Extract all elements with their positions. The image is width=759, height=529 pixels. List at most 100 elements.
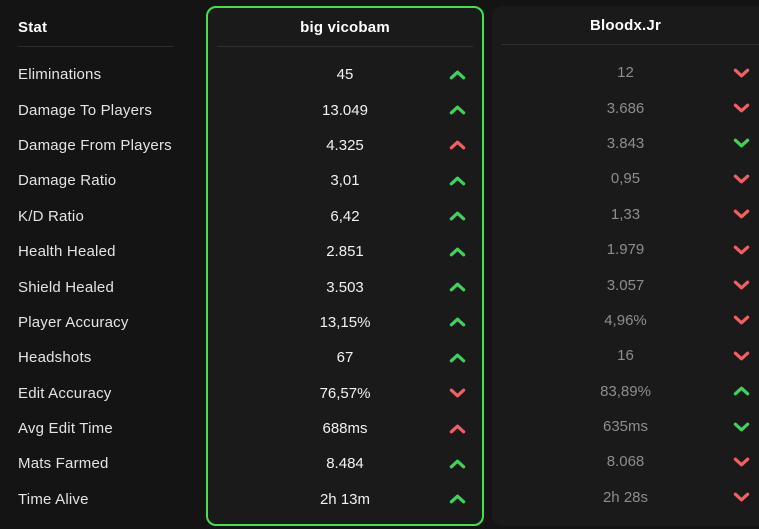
player2-value-row: 1,33 bbox=[492, 197, 759, 232]
player1-value-row: 2h 13m bbox=[208, 482, 482, 517]
player1-value: 67 bbox=[336, 349, 354, 367]
player2-name[interactable]: Bloodx.Jr bbox=[590, 16, 661, 34]
player1-value: 8.484 bbox=[326, 455, 364, 473]
caret-up-icon bbox=[449, 352, 466, 363]
player1-value-row: 45 bbox=[208, 57, 482, 92]
header-divider bbox=[18, 46, 173, 47]
caret-up-icon bbox=[449, 458, 466, 469]
player1-value-row: 3,01 bbox=[208, 163, 482, 198]
player2-value: 83,89% bbox=[600, 382, 651, 400]
player2-value: 3.843 bbox=[606, 134, 645, 152]
caret-down-icon bbox=[733, 350, 750, 361]
player1-card: big vicobam 45 13.049 4.325 3,01 6,42 2.851 3.… bbox=[206, 6, 484, 526]
player2-value-row: 83,89% bbox=[492, 374, 759, 409]
caret-down-icon bbox=[449, 388, 466, 399]
player2-value: 1,33 bbox=[610, 205, 641, 223]
player2-value-row: 3.843 bbox=[492, 126, 759, 161]
player2-value-row: 3.057 bbox=[492, 267, 759, 302]
player2-value: 635ms bbox=[602, 418, 649, 436]
player2-value: 16 bbox=[617, 347, 634, 365]
header-divider bbox=[217, 46, 473, 47]
player2-value: 3.057 bbox=[606, 276, 645, 294]
player1-value-row: 76,57% bbox=[208, 376, 482, 411]
caret-up-icon bbox=[449, 140, 466, 151]
player1-value-row: 6,42 bbox=[208, 199, 482, 234]
player2-value-row: 16 bbox=[492, 338, 759, 373]
player1-value: 2h 13m bbox=[319, 490, 371, 508]
stat-row: Avg Edit Time bbox=[18, 420, 113, 438]
player1-value-row: 3.503 bbox=[208, 269, 482, 304]
stat-column-header: Stat bbox=[18, 18, 48, 36]
player1-value-row: 13.049 bbox=[208, 92, 482, 127]
stat-row: Headshots bbox=[18, 349, 92, 367]
header-divider bbox=[501, 44, 759, 45]
stat-row: Damage From Players bbox=[18, 136, 172, 154]
player1-value-row: 688ms bbox=[208, 411, 482, 446]
player1-value: 76,57% bbox=[319, 384, 371, 402]
caret-up-icon bbox=[449, 69, 466, 80]
caret-down-icon bbox=[733, 138, 750, 149]
caret-down-icon bbox=[733, 315, 750, 326]
player1-value: 13,15% bbox=[319, 313, 371, 331]
player1-value: 45 bbox=[336, 66, 354, 84]
player1-value: 688ms bbox=[322, 420, 368, 438]
stat-row: Player Accuracy bbox=[18, 313, 129, 331]
player1-value: 2.851 bbox=[326, 243, 364, 261]
stat-row: Damage To Players bbox=[18, 101, 153, 119]
caret-up-icon bbox=[449, 105, 466, 116]
player2-value-row: 4,96% bbox=[492, 303, 759, 338]
player1-value: 3,01 bbox=[330, 172, 360, 190]
caret-up-icon bbox=[449, 282, 466, 293]
stat-row: Edit Accuracy bbox=[18, 384, 112, 402]
player1-rows: 45 13.049 4.325 3,01 6,42 2.851 3.503 13,15% 67 7… bbox=[208, 47, 482, 517]
player2-value: 4,96% bbox=[604, 311, 647, 329]
player2-value-row: 3.686 bbox=[492, 90, 759, 125]
player1-value-row: 2.851 bbox=[208, 234, 482, 269]
caret-down-icon bbox=[733, 492, 750, 503]
stat-row: Mats Farmed bbox=[18, 455, 109, 473]
player2-value: 12 bbox=[617, 64, 634, 82]
stat-row: Shield Healed bbox=[18, 278, 114, 296]
player2-card: Bloodx.Jr 12 3.686 3.843 0,95 1,33 1.979 3.057… bbox=[492, 6, 759, 526]
player1-value: 3.503 bbox=[326, 278, 364, 296]
caret-up-icon bbox=[449, 423, 466, 434]
player1-value-row: 13,15% bbox=[208, 305, 482, 340]
player1-value-row: 4.325 bbox=[208, 128, 482, 163]
stat-rows: Eliminations Damage To Players Damage From… bbox=[0, 47, 202, 517]
caret-down-icon bbox=[733, 421, 750, 432]
player1-value-row: 8.484 bbox=[208, 446, 482, 481]
caret-up-icon bbox=[449, 211, 466, 222]
player2-value-row: 8.068 bbox=[492, 444, 759, 479]
caret-down-icon bbox=[733, 173, 750, 184]
stat-row: K/D Ratio bbox=[18, 207, 84, 225]
caret-down-icon bbox=[733, 209, 750, 220]
caret-up-icon bbox=[449, 494, 466, 505]
player1-value: 13.049 bbox=[322, 101, 368, 119]
player2-value: 1.979 bbox=[606, 241, 645, 259]
caret-down-icon bbox=[733, 103, 750, 114]
stat-column: Stat Eliminations Damage To Players Damage… bbox=[0, 6, 202, 526]
player1-value-row: 67 bbox=[208, 340, 482, 375]
stat-row: Eliminations bbox=[18, 66, 102, 84]
stat-row: Damage Ratio bbox=[18, 172, 117, 190]
player2-value: 3.686 bbox=[606, 99, 645, 117]
player2-value-row: 635ms bbox=[492, 409, 759, 444]
stat-row: Time Alive bbox=[18, 490, 89, 508]
caret-down-icon bbox=[733, 67, 750, 78]
player2-value: 8.068 bbox=[606, 453, 645, 471]
stat-row: Health Healed bbox=[18, 243, 116, 261]
player1-value: 4.325 bbox=[326, 136, 364, 154]
player1-name[interactable]: big vicobam bbox=[300, 18, 390, 36]
caret-down-icon bbox=[733, 244, 750, 255]
player2-value-row: 0,95 bbox=[492, 161, 759, 196]
player2-value: 2h 28s bbox=[602, 488, 649, 506]
player2-value-row: 12 bbox=[492, 55, 759, 90]
caret-down-icon bbox=[733, 456, 750, 467]
caret-up-icon bbox=[733, 386, 750, 397]
player2-value-row: 2h 28s bbox=[492, 480, 759, 515]
caret-up-icon bbox=[449, 246, 466, 257]
caret-down-icon bbox=[733, 280, 750, 291]
player2-value-row: 1.979 bbox=[492, 232, 759, 267]
caret-up-icon bbox=[449, 175, 466, 186]
